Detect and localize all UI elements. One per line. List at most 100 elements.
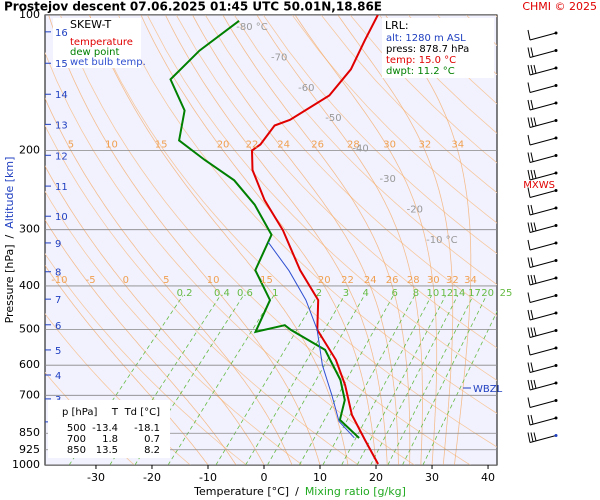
- wind-barb-flag: [527, 362, 531, 373]
- wind-barb-flag: [527, 239, 531, 251]
- mixing-ratio-line: [267, 295, 365, 465]
- wind-barb-flag: [527, 257, 531, 268]
- wind-barb-flag: [530, 204, 534, 215]
- y-tick-label: 600: [19, 358, 40, 371]
- dry-adiabat: [553, 15, 600, 465]
- wind-barb-head: [554, 136, 558, 140]
- x-separator: /: [295, 485, 299, 498]
- moist-adiabat-label: 20: [217, 139, 230, 150]
- dry-adiabat: [494, 15, 497, 18]
- wind-barb-head: [554, 84, 558, 87]
- wind-barb-flag: [527, 169, 531, 181]
- y-tick-label: 300: [19, 223, 40, 236]
- moist-adiabat-label: 10: [207, 275, 220, 286]
- wind-barb-flag: [530, 169, 534, 180]
- isotherm-label: -80 °C: [236, 22, 268, 33]
- dry-adiabat: [524, 15, 600, 465]
- mixing-ratio-label: 20: [481, 288, 494, 299]
- lrl-line: alt: 1280 m ASL: [386, 33, 466, 44]
- table-header: Td [°C]: [124, 407, 161, 418]
- moist-adiabat-label: 28: [407, 275, 420, 286]
- legend-label: wet bulb temp.: [70, 57, 146, 68]
- wind-barb-flag: [533, 64, 537, 74]
- wind-barb-head: [554, 49, 558, 52]
- dry-adiabat: [175, 15, 497, 349]
- wind-barb-head: [554, 329, 558, 332]
- wind-barb: [529, 50, 557, 58]
- wind-barb-flag: [527, 327, 531, 338]
- wind-barb-head: [554, 154, 558, 157]
- wind-barb-flag: [530, 64, 534, 75]
- wind-barb-flag: [533, 327, 537, 337]
- background-lines: [45, 15, 600, 465]
- x-tick-label: -30: [87, 471, 105, 484]
- lrl-line: temp: 15.0 °C: [386, 55, 456, 66]
- x-label-2: Mixing ratio [g/kg]: [305, 485, 406, 498]
- mixing-ratio-label: 0.4: [214, 288, 230, 299]
- isotherm-label: -40: [352, 144, 368, 155]
- lrl-line: press: 878.7 hPa: [386, 44, 469, 55]
- wind-barb: [529, 417, 557, 426]
- table-cell: 500: [67, 423, 86, 434]
- wind-barb-flag: [530, 152, 534, 162]
- y-tick-label: 1000: [12, 458, 40, 471]
- dry-adiabat: [262, 15, 497, 255]
- moist-adiabat-label: 28: [347, 139, 360, 150]
- mixing-ratio-line: [215, 295, 318, 465]
- wind-barb: [529, 172, 557, 181]
- table-cell: 0.7: [144, 434, 160, 445]
- moist-adiabat-label: -5: [86, 275, 96, 286]
- table-cell: 13.5: [96, 445, 118, 456]
- wind-barb-flag: [530, 99, 534, 110]
- wind-barb-flag: [530, 257, 534, 267]
- x-tick-label: 0: [260, 471, 267, 484]
- mixing-ratio-line: [422, 310, 497, 465]
- wind-barb: [529, 137, 557, 146]
- dry-adiabat: [117, 15, 497, 414]
- wind-barb: [529, 382, 557, 391]
- mixing-ratio-label: 10: [426, 288, 439, 299]
- mixing-ratio-line: [245, 295, 345, 465]
- dry-adiabat: [146, 15, 497, 381]
- mixing-ratio-label: 0.2: [177, 288, 193, 299]
- mixing-ratio-label: 2: [316, 288, 322, 299]
- wind-barb-flag: [527, 204, 531, 216]
- wind-barb: [529, 277, 557, 286]
- wind-barb-head: [554, 346, 558, 350]
- moist-adiabat-label: 30: [383, 139, 396, 150]
- altitude-label: 4: [55, 371, 61, 382]
- isotherm-label: -20: [407, 204, 423, 215]
- table-cell: 1.8: [102, 434, 118, 445]
- wind-barb-head: [554, 259, 558, 262]
- altitude-label: 12: [55, 151, 68, 162]
- wind-barb-flag: [527, 414, 531, 426]
- wind-barb: [529, 155, 557, 163]
- wind-barb-head: [554, 206, 558, 210]
- wind-barb: [529, 347, 557, 356]
- wind-barb: [529, 190, 557, 198]
- wind-barb: [529, 295, 557, 303]
- wind-barb-flag: [533, 379, 537, 389]
- legend-box: [53, 18, 141, 68]
- y-tick-label: 100: [19, 8, 40, 21]
- wind-barb-flag: [527, 117, 531, 128]
- mixing-ratio-line: [167, 295, 275, 465]
- lrl-box: [382, 18, 494, 78]
- moist-adiabat-label: 34: [464, 275, 477, 286]
- chart-title: Prostejov descent 07.06.2025 01:45 UTC 5…: [4, 0, 382, 14]
- table-cell: 850: [67, 445, 86, 456]
- moist-adiabat-label: 22: [341, 275, 354, 286]
- wind-barb-head: [554, 31, 558, 35]
- y-tick-label: 850: [19, 426, 40, 439]
- table-cell: 8.2: [144, 445, 160, 456]
- mixing-ratio-label: 1: [272, 288, 278, 299]
- wind-barb: [529, 67, 557, 76]
- y-tick-label: 400: [19, 279, 40, 292]
- x-tick-label: 30: [425, 471, 439, 484]
- x-tick-label: 10: [313, 471, 327, 484]
- wind-barb-flag: [533, 117, 537, 127]
- moist-adiabat-label: 5: [163, 275, 169, 286]
- wind-barb-flag: [527, 309, 531, 321]
- wind-barb-head: [554, 311, 558, 315]
